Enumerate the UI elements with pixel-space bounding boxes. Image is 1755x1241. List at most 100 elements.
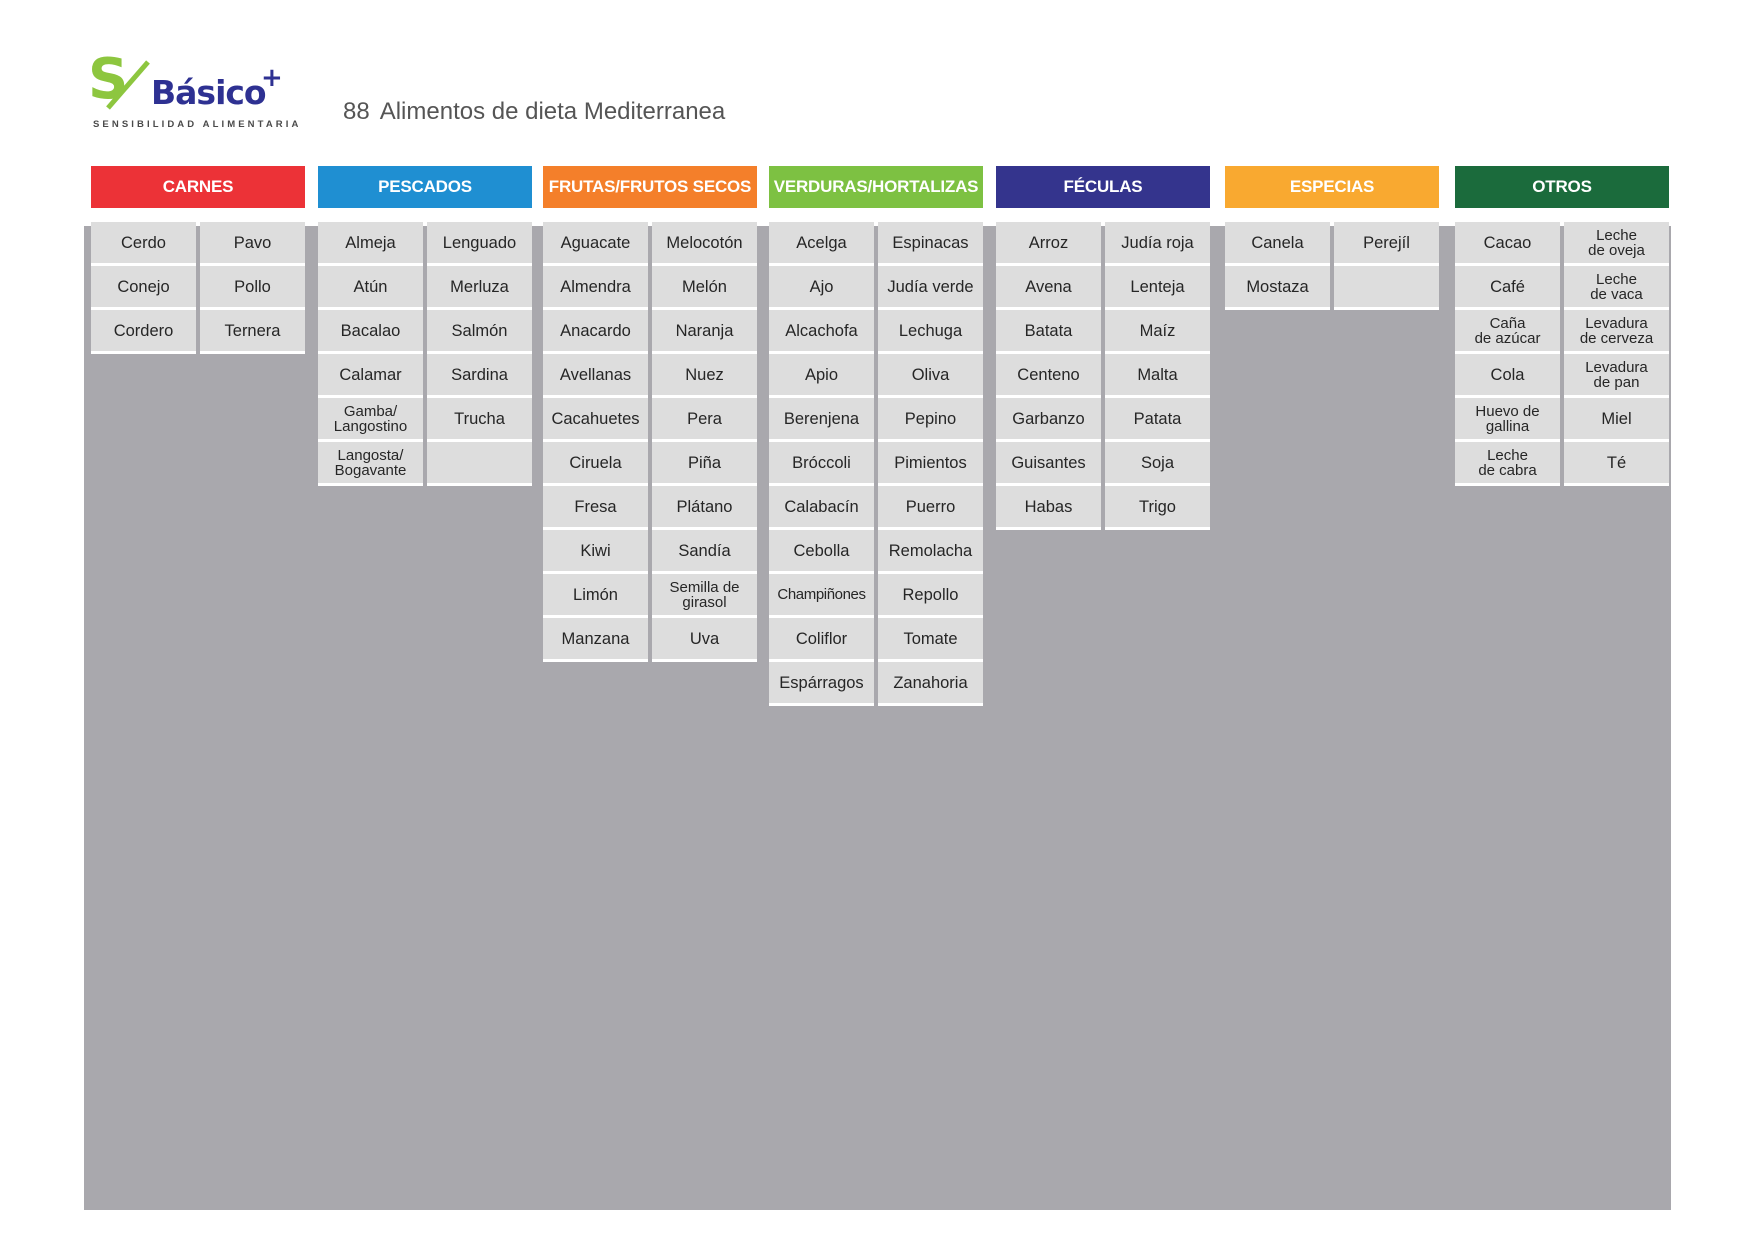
food-item: Salmón <box>427 310 532 354</box>
food-item: Tomate <box>878 618 983 662</box>
food-item: Té <box>1564 442 1669 486</box>
food-item: Fresa <box>543 486 648 530</box>
food-item: Soja <box>1105 442 1210 486</box>
category-column-feculas: FÉCULAS Arroz Judía roja Avena Lenteja Batata… <box>996 166 1210 530</box>
food-item: Cacahuetes <box>543 398 648 442</box>
food-item: Guisantes <box>996 442 1101 486</box>
category-column-frutas-frutos-secos: FRUTAS/FRUTOS SECOS Aguacate Melocotón Alme… <box>543 166 757 662</box>
food-item: Ciruela <box>543 442 648 486</box>
food-item: Uva <box>652 618 757 662</box>
food-item: Anacardo <box>543 310 648 354</box>
food-item: Bróccoli <box>769 442 874 486</box>
food-item: Ajo <box>769 266 874 310</box>
food-item: Oliva <box>878 354 983 398</box>
food-item: Cerdo <box>91 222 196 266</box>
food-item: Miel <box>1564 398 1669 442</box>
food-item: Alcachofa <box>769 310 874 354</box>
category-header: PESCADOS <box>318 166 532 208</box>
food-item: Cacao <box>1455 222 1560 266</box>
food-item: Avellanas <box>543 354 648 398</box>
logo-slash <box>106 60 150 110</box>
food-item: Almeja <box>318 222 423 266</box>
category-column-pescados: PESCADOS Almeja Lenguado Atún Merluza Bacalao… <box>318 166 532 486</box>
food-item: Levadura de pan <box>1564 354 1669 398</box>
food-item: Naranja <box>652 310 757 354</box>
food-item: Leche de cabra <box>1455 442 1560 486</box>
food-item: Huevo de gallina <box>1455 398 1560 442</box>
food-item: Pera <box>652 398 757 442</box>
food-item: Maíz <box>1105 310 1210 354</box>
logo-plus: + <box>261 63 283 93</box>
food-item: Leche de vaca <box>1564 266 1669 310</box>
food-item: Caña de azúcar <box>1455 310 1560 354</box>
food-item: Melocotón <box>652 222 757 266</box>
food-item-grid: Cacao Leche de oveja Café Leche de vaca Caña de… <box>1455 222 1669 486</box>
food-item-grid: Arroz Judía roja Avena Lenteja Batata Maíz Cen… <box>996 222 1210 530</box>
logo-mark: S <box>88 52 128 112</box>
food-item-grid: Aguacate Melocotón Almendra Melón Anacardo Na… <box>543 222 757 662</box>
food-item: Nuez <box>652 354 757 398</box>
food-item: Semilla de girasol <box>652 574 757 618</box>
food-item-grid: Cerdo Pavo Conejo Pollo Cordero Ternera <box>91 222 305 354</box>
food-item: Levadura de cerveza <box>1564 310 1669 354</box>
food-item: Pepino <box>878 398 983 442</box>
food-item: Ternera <box>200 310 305 354</box>
food-item: Canela <box>1225 222 1330 266</box>
food-item: Garbanzo <box>996 398 1101 442</box>
food-item: Cola <box>1455 354 1560 398</box>
category-column-carnes: CARNES Cerdo Pavo Conejo Pollo Cordero Ternera <box>91 166 305 354</box>
logo-tagline: SENSIBILIDAD ALIMENTARIA <box>93 119 302 130</box>
logo-word: Básico <box>151 73 266 112</box>
food-item: Langosta/Bogavante <box>318 442 423 486</box>
logo: S Básico + <box>88 52 283 112</box>
food-item: Conejo <box>91 266 196 310</box>
food-item: Atún <box>318 266 423 310</box>
food-item: Calabacín <box>769 486 874 530</box>
food-item: Mostaza <box>1225 266 1330 310</box>
food-item: Calamar <box>318 354 423 398</box>
food-item-grid: Canela Perejíl Mostaza <box>1225 222 1439 310</box>
food-item: Merluza <box>427 266 532 310</box>
food-item: Pavo <box>200 222 305 266</box>
food-item: Lenteja <box>1105 266 1210 310</box>
food-item-grid: Almeja Lenguado Atún Merluza Bacalao Salmón Ca… <box>318 222 532 486</box>
food-item: Gamba/Langostino <box>318 398 423 442</box>
food-item: Centeno <box>996 354 1101 398</box>
food-item: Pimientos <box>878 442 983 486</box>
category-column-verduras-hortalizas: VERDURAS/HORTALIZAS Acelga Espinacas Ajo Jud… <box>769 166 983 706</box>
food-item: Café <box>1455 266 1560 310</box>
food-item: Perejíl <box>1334 222 1439 266</box>
food-item: Champiñones <box>769 574 874 618</box>
page-title-text: Alimentos de dieta Mediterranea <box>379 98 726 125</box>
food-item: Limón <box>543 574 648 618</box>
food-item: Plátano <box>652 486 757 530</box>
food-item: Sardina <box>427 354 532 398</box>
food-item: Remolacha <box>878 530 983 574</box>
food-item: Judía verde <box>878 266 983 310</box>
food-item: Manzana <box>543 618 648 662</box>
food-item: Espárragos <box>769 662 874 706</box>
food-item: Pollo <box>200 266 305 310</box>
food-item: Trucha <box>427 398 532 442</box>
food-item: Repollo <box>878 574 983 618</box>
food-item: Cebolla <box>769 530 874 574</box>
food-item: Zanahoria <box>878 662 983 706</box>
category-header: ESPECIAS <box>1225 166 1439 208</box>
food-item: Habas <box>996 486 1101 530</box>
category-header: CARNES <box>91 166 305 208</box>
food-item: Acelga <box>769 222 874 266</box>
category-header: VERDURAS/HORTALIZAS <box>769 166 983 208</box>
food-item: Cordero <box>91 310 196 354</box>
food-item: Lenguado <box>427 222 532 266</box>
food-item: Apio <box>769 354 874 398</box>
food-item: Coliflor <box>769 618 874 662</box>
category-header: FÉCULAS <box>996 166 1210 208</box>
food-item: Lechuga <box>878 310 983 354</box>
category-header: OTROS <box>1455 166 1669 208</box>
page-number: 88 <box>343 98 370 125</box>
food-item: Judía roja <box>1105 222 1210 266</box>
page-title: 88 Alimentos de dieta Mediterranea <box>343 98 725 126</box>
food-item: Puerro <box>878 486 983 530</box>
food-item: Aguacate <box>543 222 648 266</box>
category-header: FRUTAS/FRUTOS SECOS <box>543 166 757 208</box>
